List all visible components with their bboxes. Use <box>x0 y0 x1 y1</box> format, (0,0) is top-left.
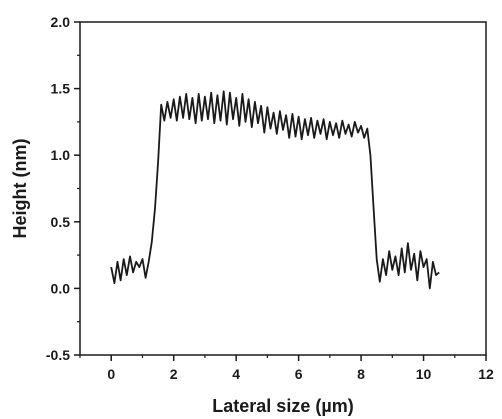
x-axis-title: Lateral size (µm) <box>212 396 353 416</box>
plot-frame <box>80 22 486 355</box>
x-tick-label: 8 <box>357 366 365 382</box>
x-tick-label: 0 <box>107 366 115 382</box>
x-tick-label: 6 <box>295 366 303 382</box>
x-tick-label: 12 <box>478 366 494 382</box>
x-tick-label: 4 <box>232 366 240 382</box>
y-tick-label: -0.5 <box>46 347 70 363</box>
y-tick-label: 0.0 <box>51 280 71 296</box>
ticks-layer: 0 2 4 6 8 10 12 -0.5 0.0 0.5 1.0 1.5 2.0 <box>46 14 494 382</box>
x-tick-label: 2 <box>170 366 178 382</box>
y-tick-label: 1.0 <box>51 147 71 163</box>
data-line <box>111 91 439 288</box>
y-tick-label: 2.0 <box>51 14 71 30</box>
x-tick-label: 10 <box>416 366 432 382</box>
y-tick-label: 0.5 <box>51 214 71 230</box>
y-tick-label: 1.5 <box>51 81 71 97</box>
y-axis-title: Height (nm) <box>10 139 30 239</box>
